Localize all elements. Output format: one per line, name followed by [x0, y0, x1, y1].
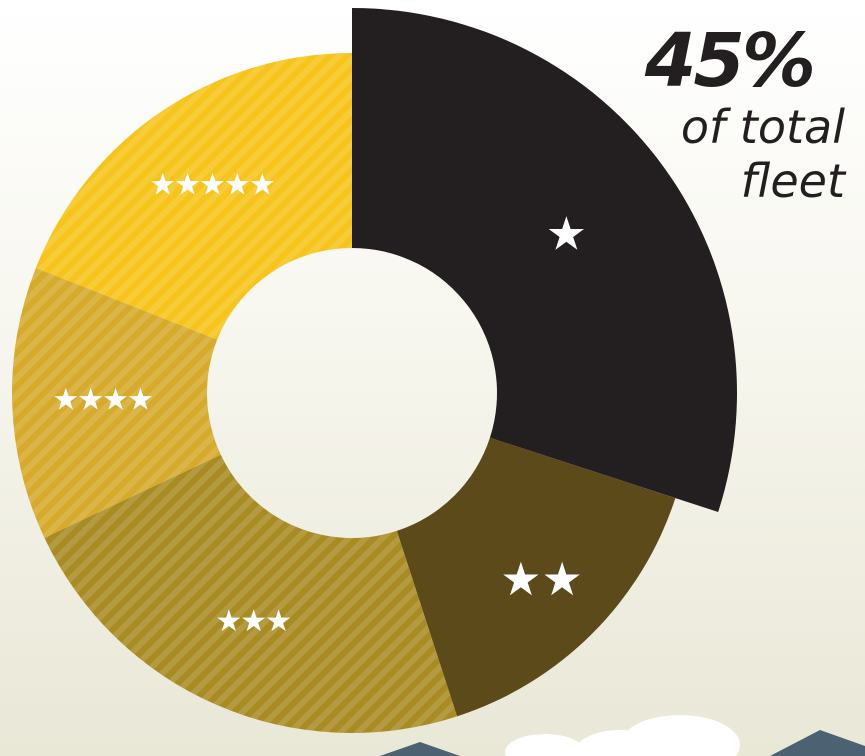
slice-hatch — [35, 53, 352, 340]
scenery — [380, 715, 865, 756]
annotation-text: of total fleet — [680, 100, 845, 208]
slice — [352, 8, 737, 512]
annotation-value: 45% — [644, 18, 816, 104]
slice-label: ★★★★ — [52, 382, 152, 417]
slice-hatch — [44, 454, 458, 733]
slice — [396, 437, 676, 717]
slice-label: ★★ — [500, 552, 582, 606]
slice-label: ★★★ — [215, 604, 290, 639]
slice-label: ★ — [546, 207, 587, 261]
slice-label: ★★★★★ — [149, 168, 274, 203]
slice-hatch — [12, 267, 221, 538]
